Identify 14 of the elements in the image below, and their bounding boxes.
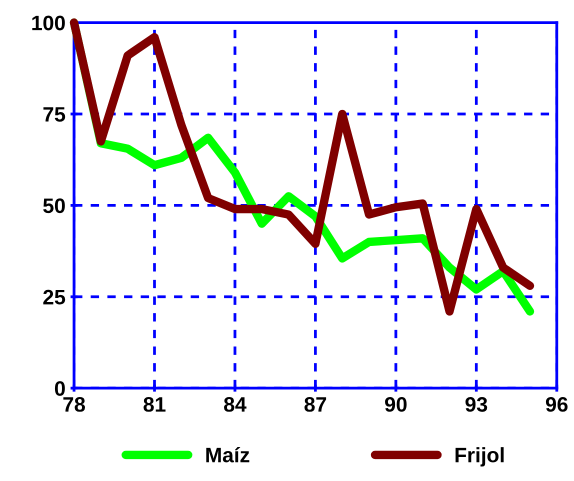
x-tick-label: 87 [304,397,326,412]
y-tick-label: 0 [54,381,65,396]
x-tick-label: 96 [546,397,568,412]
legend-label: Maíz [206,446,250,462]
x-tick-label: 90 [385,397,407,412]
x-tick-label: 84 [224,397,246,412]
x-tick-label: 81 [144,397,166,412]
y-tick-label: 75 [43,107,66,122]
y-tick-label: 50 [43,198,65,214]
legend-label: Frijol [456,447,504,467]
x-tick-label: 78 [63,397,85,412]
y-tick-label: 100 [32,16,65,30]
x-tick-label: 93 [465,397,488,412]
y-tick-label: 25 [43,290,66,305]
